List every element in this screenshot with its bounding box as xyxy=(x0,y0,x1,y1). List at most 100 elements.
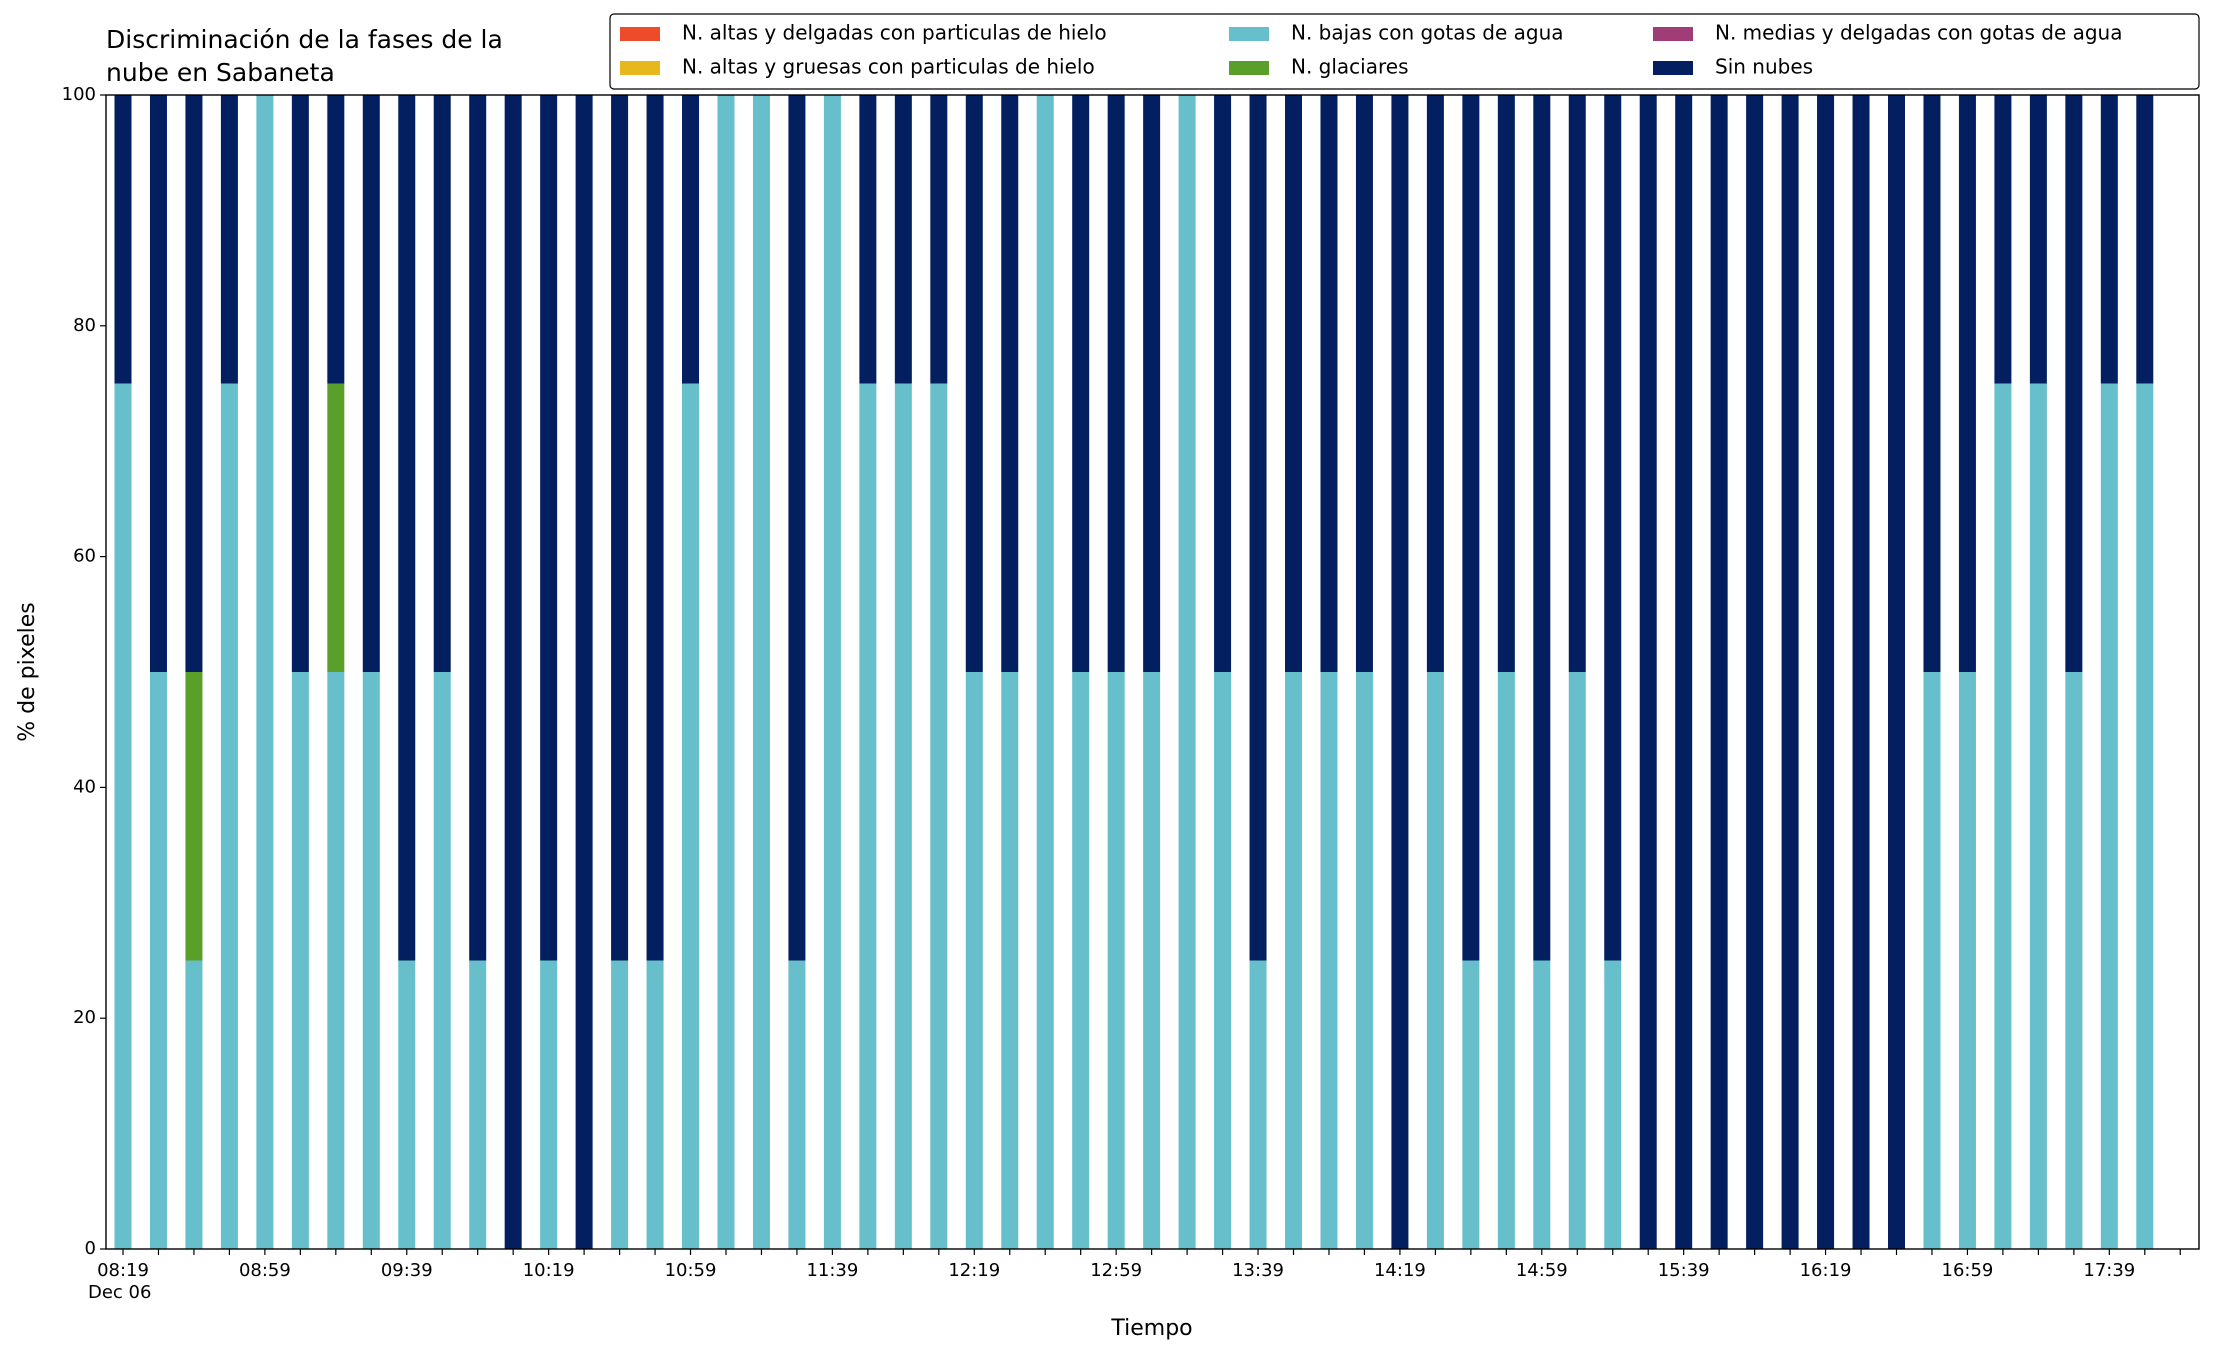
bar-segment xyxy=(965,672,983,1249)
bar-segment xyxy=(220,383,238,1249)
bar-segment xyxy=(362,95,380,672)
legend-swatch xyxy=(1653,61,1693,75)
x-tick-label: 09:39 xyxy=(381,1260,433,1281)
bar-segment xyxy=(1533,95,1551,961)
x-tick-label: 16:59 xyxy=(1942,1260,1994,1281)
bar-segment xyxy=(185,960,203,1249)
bar-segment xyxy=(185,95,203,672)
x-tick-label: 16:19 xyxy=(1800,1260,1852,1281)
bar-segment xyxy=(398,95,416,961)
bar-segment xyxy=(1604,95,1622,961)
bar-segment xyxy=(1958,95,1976,672)
bar-segment xyxy=(1178,95,1196,1249)
bar-segment xyxy=(1568,95,1586,672)
bar-segment xyxy=(823,95,841,1249)
bar-segment xyxy=(1568,672,1586,1249)
bar-segment xyxy=(1143,672,1161,1249)
bar-segment xyxy=(1746,95,1764,1249)
bar-segment xyxy=(752,95,770,1249)
bar-segment xyxy=(646,95,664,961)
x-tick-label: 14:19 xyxy=(1374,1260,1426,1281)
bar-segment xyxy=(1320,672,1338,1249)
bar-segment xyxy=(504,95,522,1249)
bar-segment xyxy=(1852,95,1870,1249)
bar-segment xyxy=(1285,95,1303,672)
bar-segment xyxy=(1639,95,1657,1249)
bar-segment xyxy=(2065,95,2083,672)
bar-segment xyxy=(965,95,983,672)
bar-segment xyxy=(1497,95,1515,672)
legend-swatch xyxy=(1653,27,1693,41)
legend-label: N. altas y gruesas con particulas de hie… xyxy=(682,55,1095,79)
bar-segment xyxy=(149,672,167,1249)
legend-swatch xyxy=(620,61,660,75)
y-tick-label: 20 xyxy=(73,1007,96,1028)
bar-segment xyxy=(788,960,806,1249)
bar-segment xyxy=(1320,95,1338,672)
y-tick-label: 40 xyxy=(73,776,96,797)
x-date-label: Dec 06 xyxy=(88,1282,151,1303)
legend-label: N. altas y delgadas con particulas de hi… xyxy=(682,21,1107,45)
x-tick-label: 15:39 xyxy=(1658,1260,1710,1281)
x-tick-label: 12:19 xyxy=(948,1260,1000,1281)
bar-segment xyxy=(1817,95,1835,1249)
bar-segment xyxy=(788,95,806,961)
y-tick-label: 60 xyxy=(73,546,96,567)
bar-segment xyxy=(2136,383,2154,1249)
bar-segment xyxy=(327,95,345,384)
bar-segment xyxy=(1249,95,1267,961)
bar-segment xyxy=(1214,95,1232,672)
bar-segment xyxy=(611,960,629,1249)
bar-segment xyxy=(469,95,487,961)
x-tick-label: 08:19 xyxy=(97,1260,149,1281)
bar-segment xyxy=(1143,95,1161,672)
bar-segment xyxy=(1533,960,1551,1249)
bar-segment xyxy=(1355,95,1373,672)
bar-segment xyxy=(327,672,345,1249)
legend-label: N. glaciares xyxy=(1291,55,1409,79)
legend-label: N. medias y delgadas con gotas de agua xyxy=(1715,21,2123,45)
bar-segment xyxy=(1958,672,1976,1249)
bar-segment xyxy=(894,95,912,384)
bar-segment xyxy=(930,383,948,1249)
bar-segment xyxy=(185,672,203,961)
bar-segment xyxy=(1001,672,1019,1249)
bar-segment xyxy=(682,383,700,1249)
bar-segment xyxy=(575,95,593,1249)
bar-segment xyxy=(894,383,912,1249)
bar-segment xyxy=(291,95,309,672)
bar-segment xyxy=(2100,383,2118,1249)
bar-segment xyxy=(611,95,629,961)
x-tick-label: 17:39 xyxy=(2083,1260,2135,1281)
bar-segment xyxy=(717,95,735,1249)
bar-segment xyxy=(1249,960,1267,1249)
bar-segment xyxy=(1285,672,1303,1249)
bar-segment xyxy=(1072,672,1090,1249)
chart-title: Discriminación de la fases de la xyxy=(106,25,503,54)
bar-segment xyxy=(1994,383,2012,1249)
bar-segment xyxy=(1072,95,1090,672)
bar-segment xyxy=(1675,95,1693,1249)
bar-segment xyxy=(2029,95,2047,384)
x-tick-label: 08:59 xyxy=(239,1260,291,1281)
bar-segment xyxy=(2100,95,2118,384)
bar-segment xyxy=(433,672,451,1249)
bar-segment xyxy=(1462,960,1480,1249)
bar-segment xyxy=(149,95,167,672)
legend-label: N. bajas con gotas de agua xyxy=(1291,21,1564,45)
bar-segment xyxy=(2065,672,2083,1249)
bar-segment xyxy=(1781,95,1799,1249)
bar-segment xyxy=(1888,95,1905,1249)
bar-segment xyxy=(220,95,238,384)
bar-segment xyxy=(291,672,309,1249)
chart-title: nube en Sabaneta xyxy=(106,58,335,87)
bar-segment xyxy=(540,95,558,961)
bar-segment xyxy=(1107,95,1125,672)
bar-segment xyxy=(1604,960,1622,1249)
bar-segment xyxy=(1462,95,1480,961)
plot-frame xyxy=(105,94,2200,1250)
bar-segment xyxy=(1994,95,2012,384)
bar-segment xyxy=(1107,672,1125,1249)
x-tick-label: 13:39 xyxy=(1232,1260,1284,1281)
legend-swatch xyxy=(1229,61,1269,75)
